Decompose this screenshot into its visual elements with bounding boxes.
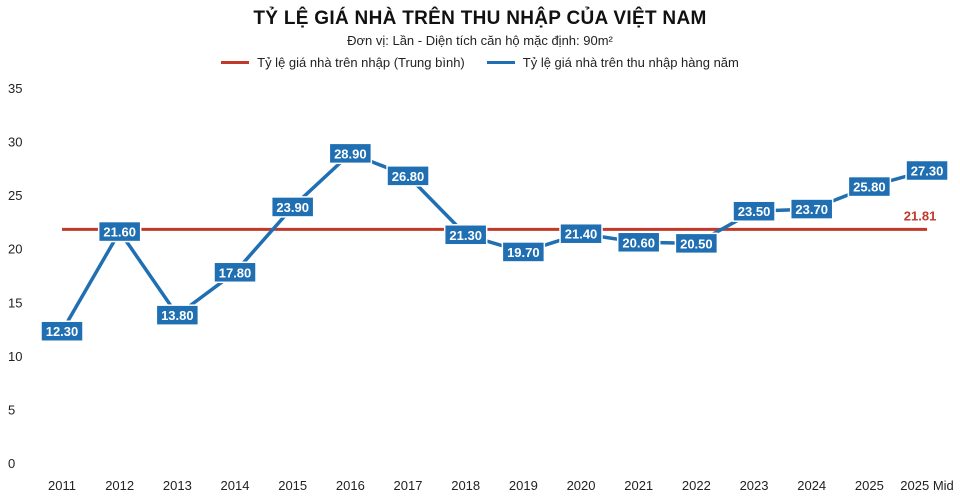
data-label-box [40,320,84,342]
annual-series-line [60,151,928,333]
x-tick-label: 2022 [682,478,711,493]
data-label: 28.90 [334,146,367,161]
data-label: 21.30 [449,228,482,243]
x-tick-label: 2019 [509,478,538,493]
data-label: 13.80 [161,308,194,323]
chart-subtitle: Đơn vị: Lần - Diện tích căn hộ mặc định:… [347,33,613,48]
data-label-box [905,159,949,182]
x-tick-label: 2020 [567,478,596,493]
data-label: 21.40 [565,227,598,242]
data-label-box [270,196,315,218]
y-tick-label: 15 [8,295,22,310]
data-label: 25.80 [853,180,886,195]
x-tick-label: 2023 [740,478,769,493]
data-label: 21.60 [103,225,136,240]
data-label-box [559,222,603,245]
data-label-box [674,232,719,255]
x-tick-label: 2025 Mid [900,478,953,493]
y-tick-label: 25 [8,188,22,203]
legend-label-average: Tỷ lệ giá nhà trên nhập (Trung bình) [257,55,465,70]
x-tick-label: 2014 [221,478,250,493]
x-tick-label: 2025 [855,478,884,493]
x-tick-label: 2016 [336,478,365,493]
data-label-box [155,304,200,326]
x-tick-label: 2015 [278,478,307,493]
legend-label-annual: Tỷ lệ giá nhà trên thu nhập hàng năm [522,55,739,70]
data-label-box [616,231,661,254]
x-tick-label: 2012 [105,478,134,493]
data-label-box [501,241,546,263]
y-tick-label: 0 [8,456,15,471]
data-label: 12.30 [46,324,79,339]
data-label-box [443,224,488,246]
x-tick-label: 2013 [163,478,192,493]
data-label: 20.50 [680,236,713,251]
data-label-box [97,220,142,243]
x-tick-label: 2021 [624,478,653,493]
data-label: 27.30 [911,164,944,179]
data-label-box [847,175,892,198]
average-end-label: 21.81 [904,208,937,223]
legend-swatch-annual [486,61,515,64]
data-label: 23.70 [795,202,828,217]
data-label-box [213,261,257,284]
legend-swatch-average [221,61,250,64]
data-label: 19.70 [507,245,540,260]
x-tick-label: 2011 [48,478,76,493]
x-tick-label: 2024 [797,478,826,493]
data-label: 20.60 [622,235,655,250]
x-tick-label: 2018 [451,478,480,493]
data-label-box [732,200,776,222]
chart-title: TỶ LỆ GIÁ NHÀ TRÊN THU NHẬP CỦA VIỆT NAM [253,8,707,29]
x-tick-label: 2017 [394,478,423,493]
data-label: 26.80 [392,169,425,184]
y-tick-label: 20 [8,242,22,257]
data-label: 23.90 [276,200,309,215]
y-tick-label: 10 [8,349,22,364]
data-label-box [328,142,373,165]
y-tick-label: 35 [8,81,22,96]
data-label: 17.80 [219,265,252,280]
legend-item-average: Tỷ lệ giá nhà trên nhập (Trung bình) [221,55,465,70]
data-label-box [789,198,834,220]
chart-legend: Tỷ lệ giá nhà trên nhập (Trung bình) Tỷ … [0,55,960,70]
y-tick-label: 30 [8,135,22,150]
y-tick-label: 5 [8,402,15,417]
legend-item-annual: Tỷ lệ giá nhà trên thu nhập hàng năm [486,55,739,70]
data-label-box [386,165,430,187]
data-label: 23.50 [738,204,771,219]
